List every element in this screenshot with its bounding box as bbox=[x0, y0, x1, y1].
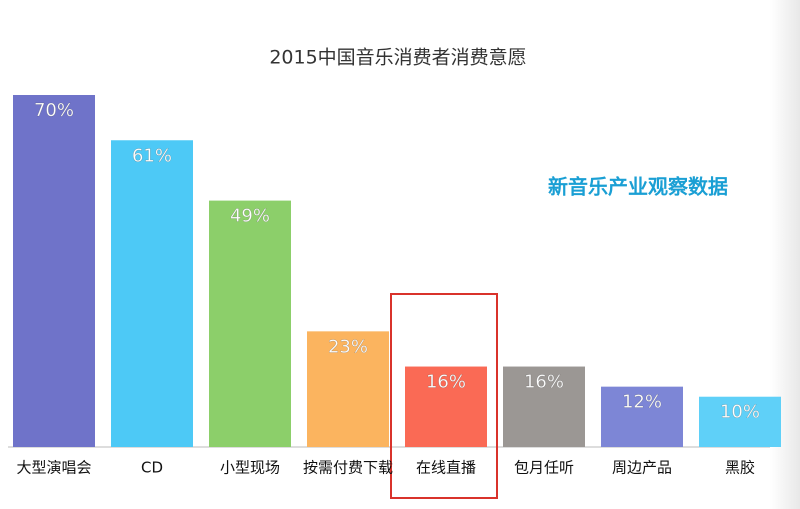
bar bbox=[699, 396, 781, 447]
value-label: 70% bbox=[34, 100, 74, 121]
value-label: 12% bbox=[622, 392, 662, 413]
value-label: 16% bbox=[524, 372, 564, 393]
value-label: 16% bbox=[426, 372, 466, 393]
bar bbox=[601, 386, 683, 447]
value-label: 23% bbox=[328, 336, 368, 357]
bar bbox=[111, 140, 193, 447]
x-tick-label: 包月任听 bbox=[514, 459, 574, 477]
x-tick-label: CD bbox=[141, 459, 163, 477]
bar bbox=[405, 366, 487, 447]
chart-title: 2015中国音乐消费者消费意愿 bbox=[269, 47, 526, 69]
value-label: 49% bbox=[230, 206, 270, 227]
annotation: 新音乐产业观察数据 bbox=[548, 175, 728, 199]
x-tick-label: 小型现场 bbox=[220, 459, 280, 477]
x-tick-label: 周边产品 bbox=[612, 459, 672, 477]
x-tick-label: 在线直播 bbox=[416, 459, 476, 477]
bar bbox=[13, 95, 95, 447]
x-tick-label: 按需付费下载 bbox=[303, 459, 393, 477]
value-label: 61% bbox=[132, 145, 172, 166]
value-label: 10% bbox=[720, 402, 760, 423]
bar bbox=[209, 200, 291, 447]
x-tick-label: 大型演唱会 bbox=[16, 459, 91, 477]
highlight-box bbox=[390, 293, 498, 499]
bar bbox=[503, 366, 585, 447]
x-tick-label: 黑胶 bbox=[725, 459, 755, 477]
bar bbox=[307, 331, 389, 447]
